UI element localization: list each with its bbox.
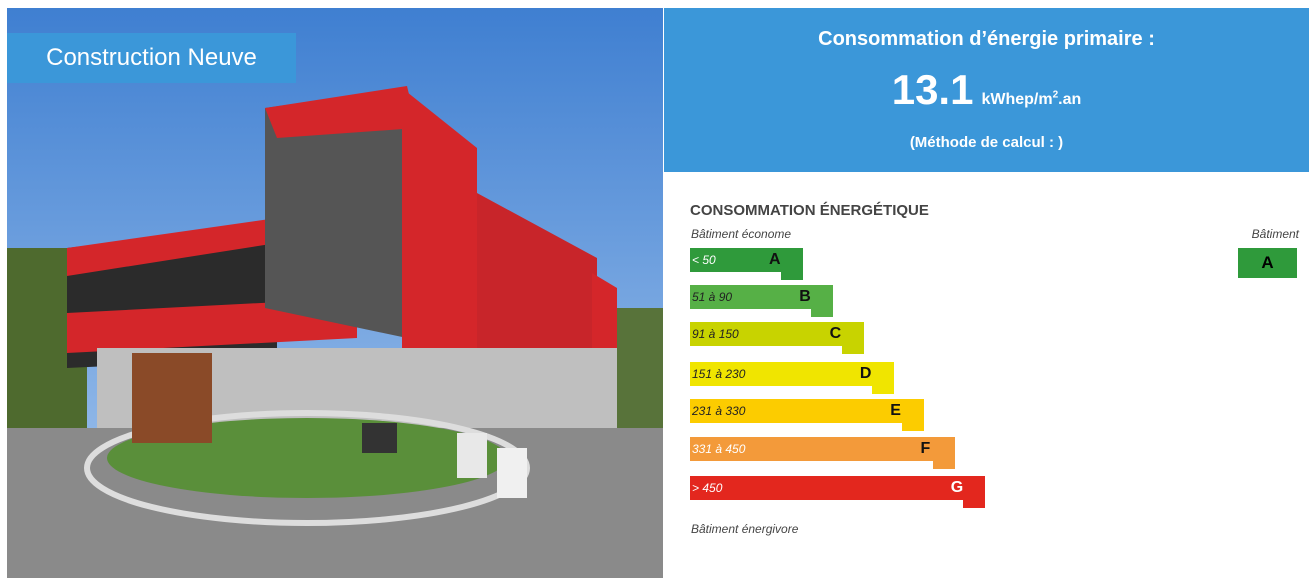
class-bar: 231 à 330 E <box>690 399 924 423</box>
unit: kWhep/m2.an <box>981 91 1081 108</box>
class-bar: 91 à 150 C <box>690 322 864 346</box>
class-range: 51 à 90 <box>692 290 732 304</box>
label-title: CONSOMMATION ÉNERGÉTIQUE <box>690 202 929 219</box>
class-bar: 331 à 450 F <box>690 437 955 461</box>
class-range: 91 à 150 <box>692 327 739 341</box>
class-range: 231 à 330 <box>692 404 745 418</box>
class-letter: A <box>769 251 781 269</box>
current-class: A <box>1238 248 1297 278</box>
method: (Méthode de calcul : ) <box>664 134 1309 151</box>
class-letter: C <box>830 325 842 343</box>
bar-tail <box>872 362 894 394</box>
class-bar: < 50 A <box>690 248 803 272</box>
photo-label: Construction Neuve <box>7 33 296 83</box>
bar-tail <box>811 285 833 317</box>
unit-text: kWhep/m <box>981 91 1052 108</box>
class-range: 331 à 450 <box>692 442 745 456</box>
bar-tail <box>781 248 803 280</box>
class-bar: 151 à 230 D <box>690 362 894 386</box>
class-bar: 51 à 90 B <box>690 285 833 309</box>
class-letter: E <box>890 402 901 420</box>
bar-tail <box>842 322 864 354</box>
energy-header: Consommation d’énergie primaire : 13.1 kW… <box>664 8 1309 172</box>
building-photo <box>7 8 663 578</box>
unit-suffix: .an <box>1058 91 1081 108</box>
top-note: Bâtiment économe <box>691 227 791 241</box>
page-body: Construction Neuve Consommation d’énergi… <box>0 0 1309 578</box>
energy-value: 13.1 <box>892 66 974 113</box>
class-letter: B <box>799 288 811 306</box>
bottom-note: Bâtiment énergivore <box>691 522 798 536</box>
bar-tail <box>933 437 955 469</box>
class-range: < 50 <box>692 253 716 267</box>
class-letter: G <box>951 479 963 497</box>
class-range: 151 à 230 <box>692 367 745 381</box>
bar-body <box>690 476 985 500</box>
class-letter: D <box>860 365 872 383</box>
bar-tail <box>902 399 924 431</box>
class-bar: > 450 G <box>690 476 985 500</box>
value-line: 13.1 kWhep/m2.an <box>664 66 1309 114</box>
class-range: > 450 <box>692 481 722 495</box>
header-title: Consommation d’énergie primaire : <box>664 28 1309 51</box>
bar-tail <box>963 476 985 508</box>
current-heading: Bâtiment <box>1252 227 1299 241</box>
page: DPE {"photo_label": "Construction Neuve"… <box>0 0 1309 578</box>
class-letter: F <box>921 440 931 458</box>
